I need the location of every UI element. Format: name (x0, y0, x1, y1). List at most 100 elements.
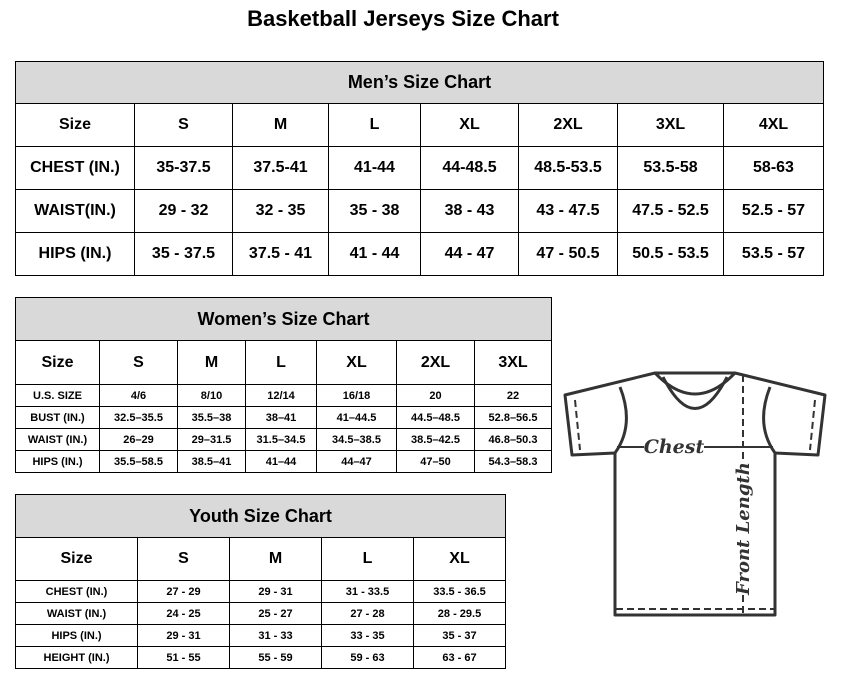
column-header: S (99, 340, 178, 385)
table-cell: 29 - 31 (137, 624, 230, 647)
table-cell: 46.8–50.3 (473, 428, 553, 451)
table-cell: 28 - 29.5 (412, 602, 507, 625)
table-cell: 52.5 - 57 (723, 189, 824, 233)
table-cell: 38 - 43 (420, 189, 519, 233)
table-cell: 20 (396, 384, 475, 407)
table-cell: 54.3–58.3 (473, 450, 553, 473)
table-cell: 8/10 (177, 384, 246, 407)
table-title: Youth Size Chart (14, 494, 507, 538)
table-cell: 35.5–58.5 (99, 450, 178, 473)
table-cell: 25 - 27 (229, 602, 322, 625)
table-cell: 24 - 25 (137, 602, 230, 625)
size-header-row: Size S M L XL 2XL 3XL (15, 340, 553, 385)
table-cell: 31 - 33.5 (321, 580, 414, 603)
table-cell: 44–47 (316, 450, 397, 473)
table-cell: 34.5–38.5 (316, 428, 397, 451)
table-cell: 50.5 - 53.5 (617, 232, 724, 276)
table-cell: 27 - 28 (321, 602, 414, 625)
column-header: L (328, 103, 421, 147)
table-cell: 41–44 (245, 450, 317, 473)
size-header-row: Size S M L XL (15, 537, 507, 581)
column-header: Size (15, 103, 135, 147)
column-header: Size (15, 340, 100, 385)
column-header: XL (316, 340, 397, 385)
table-cell: 38.5–42.5 (396, 428, 475, 451)
table-cell: 58-63 (723, 146, 824, 190)
page-title: Basketball Jerseys Size Chart (247, 6, 559, 31)
table-cell: 32.5–35.5 (99, 406, 178, 429)
table-cell: 37.5-41 (232, 146, 329, 190)
table-cell: 55 - 59 (229, 646, 322, 669)
row-label: HIPS (IN.) (15, 232, 135, 276)
front-length-label: Front Length (733, 462, 754, 596)
row-label: HIPS (IN.) (15, 450, 100, 473)
column-header: 2XL (396, 340, 475, 385)
column-header: M (177, 340, 246, 385)
table-cell: 29–31.5 (177, 428, 246, 451)
table-cell: 31.5–34.5 (245, 428, 317, 451)
column-header: S (137, 537, 230, 581)
column-header: S (134, 103, 233, 147)
table-cell: 27 - 29 (137, 580, 230, 603)
table-cell: 35 - 37 (412, 624, 507, 647)
row-label: U.S. SIZE (15, 384, 100, 407)
table-cell: 35-37.5 (134, 146, 233, 190)
table-row: CHEST (IN.) 27 - 29 29 - 31 31 - 33.5 33.5 -… (15, 580, 507, 603)
column-header: 4XL (723, 103, 824, 147)
row-label: CHEST (IN.) (15, 580, 138, 603)
table-cell: 63 - 67 (412, 646, 507, 669)
mens-size-table: Men’s Size Chart Size S M L XL 2XL 3XL 4XL CHEST … (15, 61, 824, 276)
table-cell: 44-48.5 (420, 146, 519, 190)
table-cell: 35 - 37.5 (134, 232, 233, 276)
table-cell: 44.5–48.5 (396, 406, 475, 429)
row-label: WAIST (IN.) (15, 428, 100, 451)
table-cell: 53.5-58 (617, 146, 724, 190)
table-cell: 31 - 33 (229, 624, 322, 647)
table-row: HIPS (IN.) 29 - 31 31 - 33 33 - 35 35 - 37 (15, 624, 507, 647)
table-title: Women’s Size Chart (14, 297, 553, 341)
column-header: M (229, 537, 322, 581)
youth-size-table: Youth Size Chart Size S M L XL CHEST (IN.) 27 -… (14, 494, 507, 669)
table-cell: 59 - 63 (321, 646, 414, 669)
table-row: WAIST(IN.) 29 - 32 32 - 35 35 - 38 38 - 43 43… (15, 189, 824, 233)
table-cell: 43 - 47.5 (518, 189, 618, 233)
table-cell: 47.5 - 52.5 (617, 189, 724, 233)
table-row: HIPS (IN.) 35.5–58.5 38.5–41 41–44 44–47 47–5… (15, 450, 553, 473)
column-header: 2XL (518, 103, 618, 147)
table-cell: 47–50 (396, 450, 475, 473)
table-cell: 16/18 (316, 384, 397, 407)
table-cell: 51 - 55 (137, 646, 230, 669)
row-label: HEIGHT (IN.) (15, 646, 138, 669)
womens-size-table: Women’s Size Chart Size S M L XL 2XL 3XL U.S. SI… (14, 297, 553, 473)
size-header-row: Size S M L XL 2XL 3XL 4XL (15, 103, 824, 147)
table-row: HEIGHT (IN.) 51 - 55 55 - 59 59 - 63 63 - 67 (15, 646, 507, 669)
table-cell: 35.5–38 (177, 406, 246, 429)
table-row: HIPS (IN.) 35 - 37.5 37.5 - 41 41 - 44 44 - … (15, 232, 824, 276)
table-cell: 12/14 (245, 384, 317, 407)
jersey-diagram: Chest Front Length (563, 371, 827, 617)
table-cell: 37.5 - 41 (232, 232, 329, 276)
table-row: BUST (IN.) 32.5–35.5 35.5–38 38–41 41–44.5 44… (15, 406, 553, 429)
row-label: BUST (IN.) (15, 406, 100, 429)
row-label: WAIST(IN.) (15, 189, 135, 233)
table-row: U.S. SIZE 4/6 8/10 12/14 16/18 20 22 (15, 384, 553, 407)
chest-label: Chest (644, 436, 705, 458)
row-label: WAIST (IN.) (15, 602, 138, 625)
table-cell: 33 - 35 (321, 624, 414, 647)
table-title: Men’s Size Chart (15, 61, 824, 104)
table-cell: 29 - 31 (229, 580, 322, 603)
table-cell: 44 - 47 (420, 232, 519, 276)
table-cell: 41-44 (328, 146, 421, 190)
table-cell: 48.5-53.5 (518, 146, 618, 190)
table-cell: 41–44.5 (316, 406, 397, 429)
table-cell: 52.8–56.5 (473, 406, 553, 429)
column-header: XL (412, 537, 507, 581)
table-cell: 32 - 35 (232, 189, 329, 233)
column-header: 3XL (473, 340, 553, 385)
row-label: HIPS (IN.) (15, 624, 138, 647)
column-header: L (321, 537, 414, 581)
table-cell: 47 - 50.5 (518, 232, 618, 276)
table-cell: 38–41 (245, 406, 317, 429)
column-header: L (245, 340, 317, 385)
column-header: XL (420, 103, 519, 147)
